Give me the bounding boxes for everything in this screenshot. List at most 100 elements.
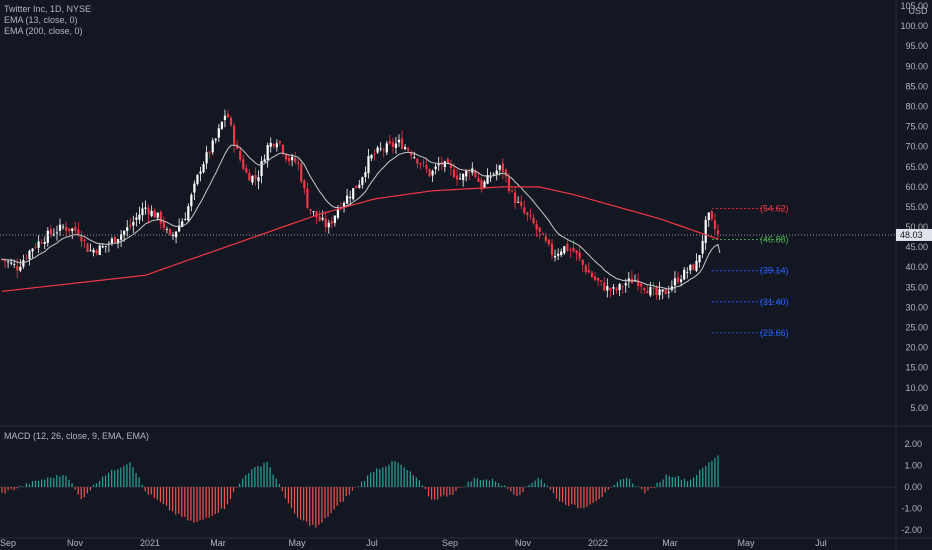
candle-body: [367, 156, 370, 174]
candle-body: [309, 209, 312, 211]
macd-hist-bar: [656, 482, 658, 487]
macd-hist-bar: [653, 487, 655, 489]
candle-body: [379, 148, 382, 150]
candle-body: [52, 234, 56, 236]
candle-body: [449, 164, 453, 169]
macd-hist-bar: [409, 471, 411, 487]
candle-body: [704, 219, 707, 243]
macd-hist-bar: [388, 464, 390, 487]
macd-hist-bar: [141, 484, 143, 487]
macd-hist-bar: [540, 479, 542, 487]
macd-hist-bar: [613, 484, 616, 487]
macd-hist-bar: [680, 479, 683, 487]
macd-hist-bar: [217, 487, 219, 513]
macd-hist-bar: [443, 487, 445, 496]
candle-body: [361, 177, 364, 185]
candle-body: [649, 287, 652, 296]
macd-tick: -1.00: [901, 504, 922, 514]
macd-hist-bar: [263, 463, 265, 487]
candle-body: [153, 210, 156, 218]
macd-hist-bar: [284, 487, 286, 499]
time-tick: Jul: [366, 538, 378, 548]
macd-hist-bar: [348, 487, 350, 495]
macd-hist-bar: [598, 487, 600, 500]
macd-hist-bar: [266, 461, 268, 487]
candle-body: [474, 170, 477, 177]
candle-body: [455, 175, 459, 180]
candle-body: [147, 208, 150, 215]
candle-body: [416, 158, 419, 164]
macd-hist-bar: [510, 487, 512, 492]
candle-body: [345, 195, 349, 204]
macd-hist-bar: [659, 482, 661, 487]
macd-hist-bar: [565, 487, 567, 505]
candle-body: [318, 216, 321, 221]
candle-body: [596, 277, 600, 281]
time-tick: Mar: [662, 538, 678, 548]
candle-body: [689, 264, 692, 271]
macd-hist-bar: [126, 464, 128, 487]
candle-body: [214, 138, 217, 141]
candle-body: [168, 228, 172, 235]
candle-body: [223, 115, 227, 120]
candle-body: [226, 113, 230, 118]
candle-body: [284, 154, 288, 160]
macd-hist-bar: [363, 480, 366, 487]
candle-body: [291, 156, 294, 161]
candle-body: [572, 247, 575, 252]
candle-body: [55, 232, 59, 234]
macd-hist-bar: [299, 487, 302, 520]
macd-hist-bar: [568, 487, 570, 506]
macd-hist-bar: [7, 487, 9, 491]
candle-body: [68, 228, 71, 231]
candle-body: [232, 125, 236, 146]
candle-body: [92, 249, 95, 253]
macd-hist-bar: [583, 487, 585, 509]
price-tick: 100.00: [900, 21, 928, 31]
candle-body: [129, 225, 132, 227]
candle-body: [538, 227, 541, 232]
macd-hist-bar: [272, 474, 274, 487]
candle-body: [190, 194, 193, 207]
candle-body: [667, 291, 670, 293]
price-tick: 95.00: [905, 41, 928, 51]
macd-hist-bar: [104, 475, 107, 487]
macd-hist-bar: [494, 481, 497, 487]
macd-hist-bar: [641, 487, 643, 490]
candle-body: [523, 207, 526, 213]
macd-hist-bar: [370, 472, 372, 487]
macd-hist-bar: [202, 487, 204, 520]
price-tick: 40.00: [905, 262, 928, 272]
price-tick: 85.00: [905, 81, 928, 91]
candle-body: [336, 209, 340, 218]
macd-hist-bar: [251, 469, 253, 487]
candle-body: [707, 212, 710, 221]
macd-hist-bar: [686, 481, 689, 487]
fib-level-label: (54.62): [760, 203, 789, 213]
macd-hist-bar: [635, 486, 637, 487]
candle-body: [452, 169, 456, 178]
macd-hist-bar: [245, 475, 247, 487]
ema13-line: [1, 144, 721, 290]
candle-body: [532, 217, 535, 224]
price-tick: 50.00: [905, 222, 928, 232]
macd-hist-bar: [513, 487, 515, 495]
macd-hist-bar: [278, 483, 280, 487]
macd-hist-bar: [360, 481, 363, 487]
legend-ema200: EMA (200, close, 0): [4, 26, 83, 36]
macd-hist-bar: [342, 487, 344, 502]
candle-body: [358, 184, 361, 188]
macd-hist-bar: [65, 475, 67, 487]
macd-tick: 1.00: [904, 461, 922, 471]
candle-body: [123, 230, 126, 235]
candle-body: [113, 236, 117, 243]
macd-hist-bar: [309, 487, 311, 526]
macd-hist-bar: [498, 483, 500, 487]
macd-hist-bar: [25, 483, 27, 487]
candle-body: [74, 226, 77, 231]
candle-body: [303, 180, 306, 189]
macd-hist-bar: [211, 487, 213, 516]
macd-hist-bar: [236, 487, 238, 488]
candle-body: [110, 238, 114, 244]
